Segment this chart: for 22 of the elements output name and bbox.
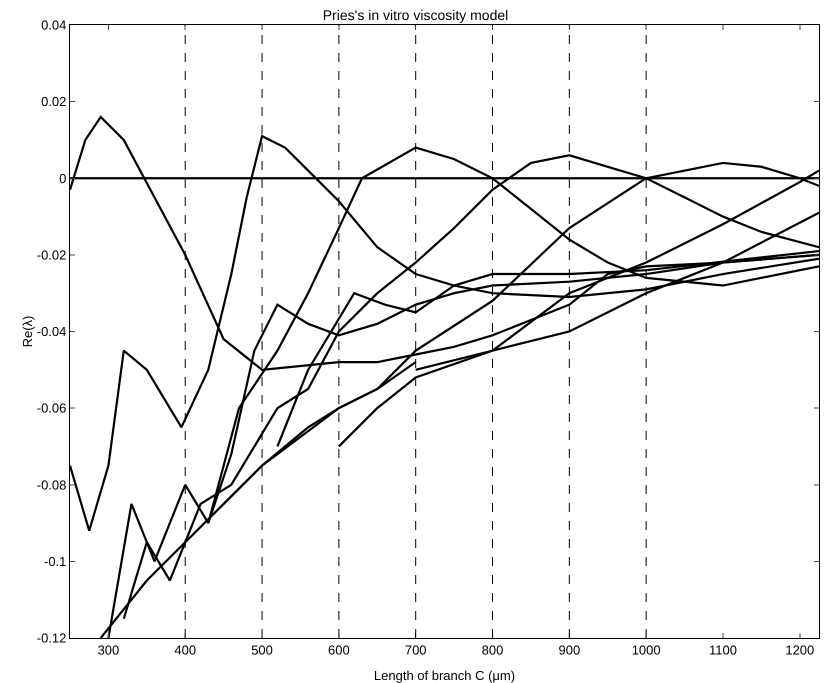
y-tick-label: 0.04 xyxy=(41,18,66,33)
chart-title: Pries's in vitro viscosity model xyxy=(322,7,508,24)
y-tick-label: -0.06 xyxy=(36,400,66,416)
y-tick-label: -0.1 xyxy=(44,554,66,569)
x-tick-label: 700 xyxy=(404,642,427,658)
x-tick-label: 500 xyxy=(251,642,273,658)
x-axis-title: Length of branch C (μm) xyxy=(374,668,516,683)
x-tick-label: 300 xyxy=(98,642,120,658)
y-tick-label: -0.12 xyxy=(36,630,66,646)
x-tick-label: 1100 xyxy=(708,642,737,658)
x-tick-label: 800 xyxy=(482,642,504,658)
x-tick-label: 1000 xyxy=(632,642,661,658)
x-tick-label: 400 xyxy=(174,642,196,658)
y-tick-label: -0.02 xyxy=(36,247,66,262)
x-tick-label: 900 xyxy=(558,642,580,658)
y-axis-title: Re(λ) xyxy=(20,316,35,348)
x-tick-label: 1200 xyxy=(785,642,814,658)
y-tick-label: -0.04 xyxy=(36,324,66,340)
y-tick-label: 0 xyxy=(59,170,66,186)
y-tick-label: 0.02 xyxy=(41,94,66,110)
x-tick-label: 600 xyxy=(328,642,350,658)
y-tick-label: -0.08 xyxy=(36,477,66,492)
